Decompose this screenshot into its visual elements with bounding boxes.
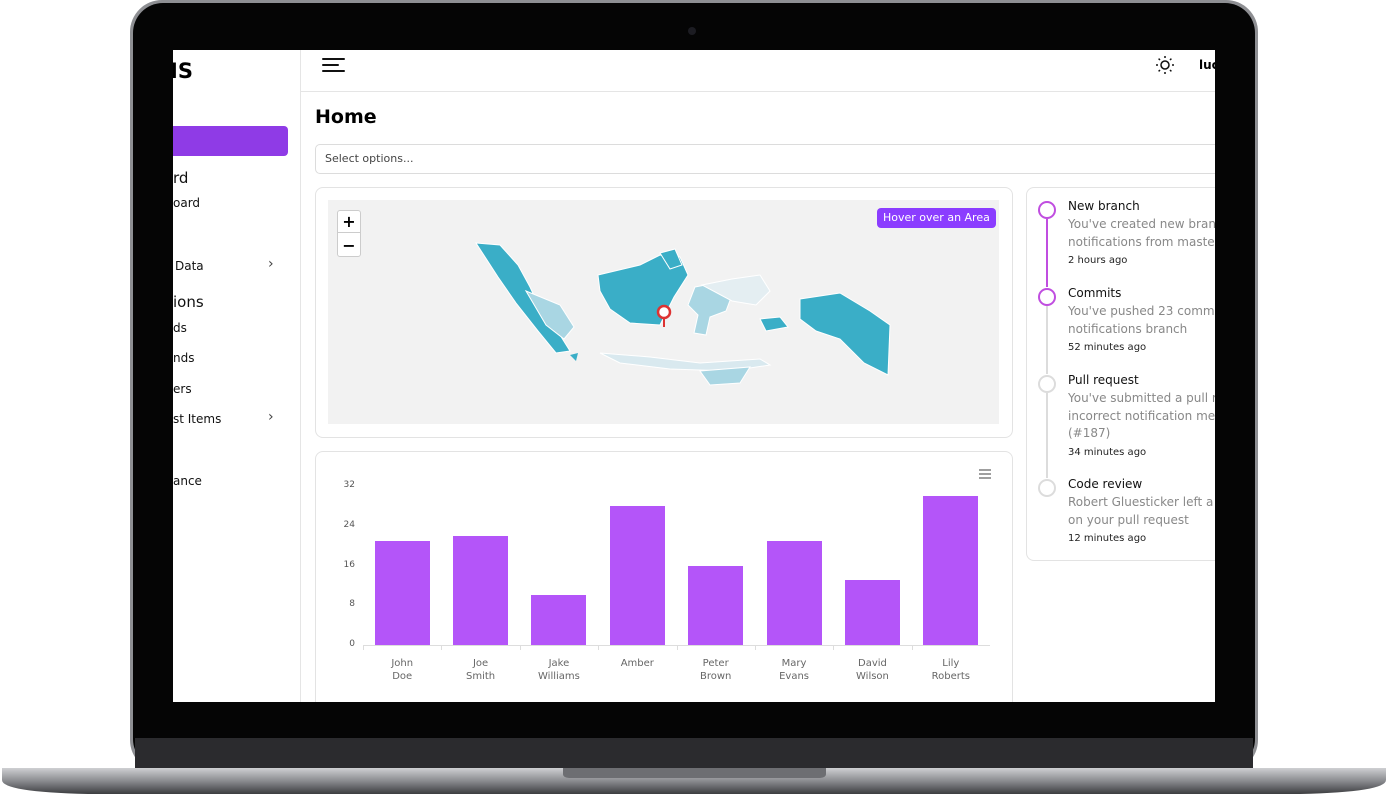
x-tick <box>598 645 600 650</box>
nav-item[interactable]: oard <box>173 196 201 210</box>
x-tick <box>754 645 756 650</box>
timeline-text: on your pull request <box>1068 512 1189 527</box>
timeline-card <box>1026 187 1215 561</box>
map-shapes <box>475 242 891 386</box>
bar <box>923 495 979 645</box>
timeline-time: 12 minutes ago <box>1068 533 1147 544</box>
chevron: › <box>268 409 274 425</box>
timeline-dot <box>1038 479 1056 497</box>
chevron: › <box>268 256 274 272</box>
bar <box>688 565 744 645</box>
timeline-text: notifications from master <box>1068 234 1215 249</box>
timeline-text: You've created new branch <box>1068 217 1215 231</box>
page-title: Home <box>315 106 377 128</box>
nav-item[interactable]: ers <box>173 382 192 396</box>
select-placeholder: Select options... <box>325 152 414 165</box>
nav-item[interactable]: nds <box>173 351 195 365</box>
x-tick-label: David Wilson <box>855 658 889 682</box>
x-tick <box>833 645 835 650</box>
timeline-text: You've pushed 23 commits <box>1068 304 1215 318</box>
screen: IS rd oard Data › ions ds nds ers st Ite… <box>173 50 1215 702</box>
y-tick-label: 24 <box>343 519 355 530</box>
x-tick <box>441 645 443 650</box>
nav-item[interactable]: Data <box>175 259 204 273</box>
map-badge: Hover over an Area <box>877 208 996 228</box>
nav-item[interactable]: ds <box>173 321 187 335</box>
y-tick-label: 16 <box>343 559 355 570</box>
x-tick-label: Jake Williams <box>538 658 580 682</box>
active-nav-item[interactable] <box>173 126 288 156</box>
x-tick-label: Amber <box>620 658 654 669</box>
chart-menu[interactable] <box>978 468 992 480</box>
timeline-dot <box>1038 201 1056 219</box>
bar <box>531 595 587 645</box>
x-tick <box>363 645 364 650</box>
bar <box>766 540 822 645</box>
zoom-control <box>337 210 361 257</box>
timeline-connector <box>1046 393 1048 478</box>
timeline-text: notifications branch <box>1068 321 1188 336</box>
bar <box>844 580 900 645</box>
nav-item[interactable]: ance <box>173 474 202 488</box>
select-input[interactable] <box>315 144 1215 174</box>
x-tick <box>519 645 521 650</box>
y-tick-label: 0 <box>349 639 355 649</box>
timeline-title: Code review <box>1068 477 1143 491</box>
x-tick <box>911 645 913 650</box>
timeline-text: You've submitted a pull requ <box>1068 391 1215 405</box>
sidebar <box>173 50 301 702</box>
y-tick-label: 32 <box>343 480 355 490</box>
nav-item[interactable]: st Items <box>173 412 222 426</box>
menu-toggle[interactable] <box>322 57 346 73</box>
timeline-text: incorrect notification messa <box>1068 408 1215 423</box>
timeline-time: 52 minutes ago <box>1068 342 1147 353</box>
x-tick <box>676 645 678 650</box>
timeline-dot <box>1038 288 1056 306</box>
bar <box>374 540 430 645</box>
timeline-title: New branch <box>1068 199 1140 213</box>
bar <box>453 535 509 645</box>
timeline-time: 34 minutes ago <box>1068 446 1147 458</box>
x-tick-label: Joe Smith <box>466 658 496 682</box>
zoom-in[interactable]: + <box>337 210 361 233</box>
timeline-text: Robert Gluesticker left a co <box>1068 495 1215 509</box>
timeline-connector <box>1046 219 1048 287</box>
timeline-dot <box>1038 375 1056 393</box>
x-tick-label: Peter Brown <box>700 658 732 682</box>
timeline-title: Commits <box>1068 286 1122 300</box>
timeline-text: (#187) <box>1068 426 1111 440</box>
nav-section: rd <box>173 169 189 187</box>
timeline-title: Pull request <box>1068 373 1139 387</box>
x-tick-label: Mary Evans <box>779 658 810 682</box>
header-border <box>301 91 1215 92</box>
zoom-out[interactable]: − <box>342 236 356 255</box>
theme-toggle[interactable] <box>1155 55 1175 75</box>
y-tick-label: 8 <box>349 599 355 610</box>
brand: IS <box>173 59 193 83</box>
bar <box>609 505 665 645</box>
x-tick-label: John Doe <box>391 658 414 682</box>
timeline-time: 2 hours ago <box>1068 255 1128 266</box>
timeline-connector <box>1046 306 1048 374</box>
nav-section: ions <box>173 293 204 311</box>
user-name[interactable]: luc <box>1199 58 1215 72</box>
x-tick-label: Lily Roberts <box>931 658 970 682</box>
